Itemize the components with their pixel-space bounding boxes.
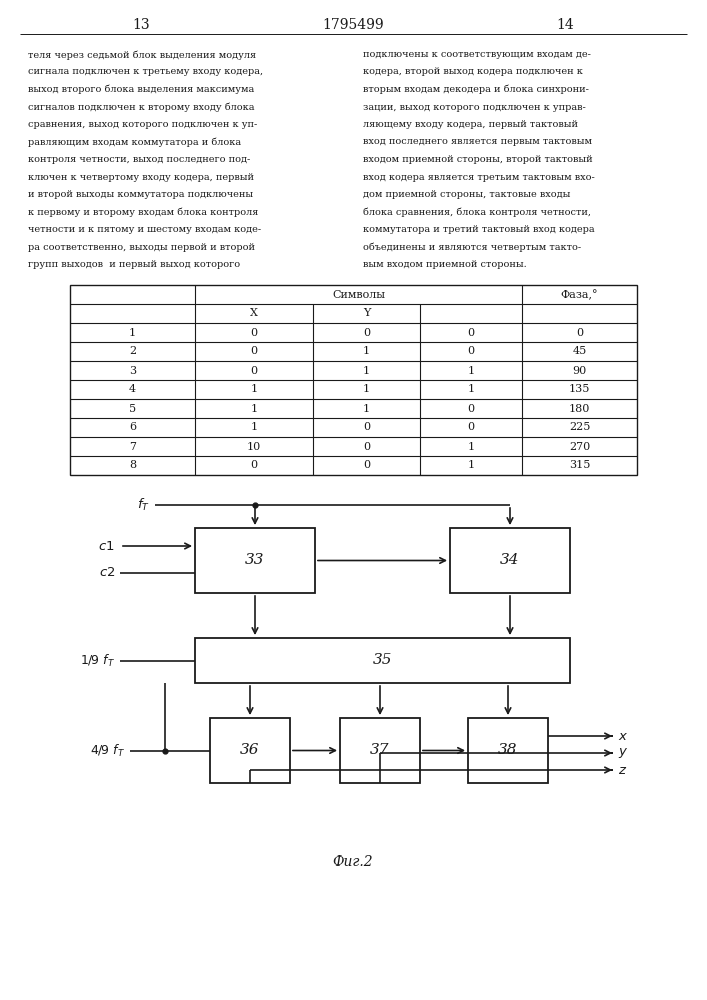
- Text: 1: 1: [250, 422, 257, 432]
- Text: 1: 1: [363, 384, 370, 394]
- Text: 33: 33: [245, 554, 264, 568]
- Text: ключен к четвертому входу кодера, первый: ключен к четвертому входу кодера, первый: [28, 172, 254, 182]
- Text: вым входом приемной стороны.: вым входом приемной стороны.: [363, 260, 527, 269]
- Text: групп выходов  и первый выход которого: групп выходов и первый выход которого: [28, 260, 240, 269]
- Text: 6: 6: [129, 422, 136, 432]
- Text: 1: 1: [467, 365, 474, 375]
- Text: 0: 0: [250, 347, 257, 357]
- Text: 45: 45: [573, 347, 587, 357]
- Text: вторым входам декодера и блока синхрони-: вторым входам декодера и блока синхрони-: [363, 85, 589, 95]
- Text: Символы: Символы: [332, 290, 385, 300]
- Text: ра соответственно, выходы первой и второй: ра соответственно, выходы первой и второ…: [28, 242, 255, 251]
- Text: зации, выход которого подключен к управ-: зации, выход которого подключен к управ-: [363, 103, 586, 111]
- Text: 0: 0: [250, 328, 257, 338]
- Text: $c2$: $c2$: [98, 566, 115, 580]
- Text: 3: 3: [129, 365, 136, 375]
- Bar: [195, 638, 570, 683]
- Text: контроля четности, выход последнего под-: контроля четности, выход последнего под-: [28, 155, 250, 164]
- Text: 1: 1: [363, 365, 370, 375]
- Text: 1: 1: [129, 328, 136, 338]
- Text: 0: 0: [250, 365, 257, 375]
- Text: 38: 38: [498, 744, 518, 758]
- Text: 1: 1: [467, 384, 474, 394]
- Text: 13: 13: [133, 18, 150, 32]
- Bar: [340, 718, 420, 783]
- Text: 7: 7: [129, 442, 136, 452]
- Text: $f_T$: $f_T$: [137, 497, 150, 513]
- Text: Фаза,°: Фаза,°: [561, 289, 598, 300]
- Text: 36: 36: [240, 744, 259, 758]
- Text: сравнения, выход которого подключен к уп-: сравнения, выход которого подключен к уп…: [28, 120, 257, 129]
- Bar: [468, 718, 548, 783]
- Text: 0: 0: [467, 328, 474, 338]
- Text: Фиг.2: Фиг.2: [333, 855, 373, 869]
- Text: $1/9\ f_T$: $1/9\ f_T$: [80, 652, 115, 669]
- Text: четности и к пятому и шестому входам коде-: четности и к пятому и шестому входам код…: [28, 225, 261, 234]
- Text: вход последнего является первым тактовым: вход последнего является первым тактовым: [363, 137, 592, 146]
- Text: 135: 135: [569, 384, 590, 394]
- Text: 0: 0: [363, 328, 370, 338]
- Text: 0: 0: [467, 347, 474, 357]
- Text: X: X: [250, 308, 258, 318]
- Text: сигналов подключен к второму входу блока: сигналов подключен к второму входу блока: [28, 103, 255, 112]
- Text: 1795499: 1795499: [322, 18, 385, 32]
- Text: равляющим входам коммутатора и блока: равляющим входам коммутатора и блока: [28, 137, 241, 147]
- Text: 90: 90: [573, 365, 587, 375]
- Text: 4: 4: [129, 384, 136, 394]
- Text: 14: 14: [556, 18, 575, 32]
- Text: 34: 34: [501, 554, 520, 568]
- Text: 0: 0: [363, 460, 370, 471]
- Text: 1: 1: [467, 460, 474, 471]
- Text: 1: 1: [250, 384, 257, 394]
- Text: дом приемной стороны, тактовые входы: дом приемной стороны, тактовые входы: [363, 190, 571, 199]
- Text: коммутатора и третий тактовый вход кодера: коммутатора и третий тактовый вход кодер…: [363, 225, 595, 234]
- Text: $y$: $y$: [618, 746, 629, 760]
- Text: 0: 0: [363, 422, 370, 432]
- Text: 1: 1: [467, 442, 474, 452]
- Text: 2: 2: [129, 347, 136, 357]
- Text: 0: 0: [467, 422, 474, 432]
- Text: кодера, второй выход кодера подключен к: кодера, второй выход кодера подключен к: [363, 68, 583, 77]
- Text: 225: 225: [569, 422, 590, 432]
- Text: 10: 10: [247, 442, 261, 452]
- Text: сигнала подключен к третьему входу кодера,: сигнала подключен к третьему входу кодер…: [28, 68, 263, 77]
- Text: $c1$: $c1$: [98, 540, 115, 552]
- Bar: [450, 528, 570, 593]
- Text: 315: 315: [569, 460, 590, 471]
- Text: 35: 35: [373, 654, 392, 668]
- Text: 270: 270: [569, 442, 590, 452]
- Text: входом приемной стороны, второй тактовый: входом приемной стороны, второй тактовый: [363, 155, 592, 164]
- Text: 5: 5: [129, 403, 136, 414]
- Text: 8: 8: [129, 460, 136, 471]
- Text: $4/9\ f_T$: $4/9\ f_T$: [90, 742, 125, 759]
- Text: $z$: $z$: [618, 764, 627, 776]
- Text: подключены к соответствующим входам де-: подключены к соответствующим входам де-: [363, 50, 591, 59]
- Text: 0: 0: [363, 442, 370, 452]
- Text: 0: 0: [250, 460, 257, 471]
- Text: 0: 0: [467, 403, 474, 414]
- Text: $x$: $x$: [618, 730, 629, 742]
- Text: блока сравнения, блока контроля четности,: блока сравнения, блока контроля четности…: [363, 208, 591, 217]
- Text: вход кодера является третьим тактовым вхо-: вход кодера является третьим тактовым вх…: [363, 172, 595, 182]
- Text: 37: 37: [370, 744, 390, 758]
- Bar: [210, 718, 290, 783]
- Bar: [195, 528, 315, 593]
- Text: 1: 1: [363, 347, 370, 357]
- Text: ляющему входу кодера, первый тактовый: ляющему входу кодера, первый тактовый: [363, 120, 578, 129]
- Text: 0: 0: [576, 328, 583, 338]
- Text: выход второго блока выделения максимума: выход второго блока выделения максимума: [28, 85, 255, 95]
- Bar: [70, 285, 637, 475]
- Text: и второй выходы коммутатора подключены: и второй выходы коммутатора подключены: [28, 190, 253, 199]
- Text: теля через седьмой блок выделения модуля: теля через седьмой блок выделения модуля: [28, 50, 256, 60]
- Text: 180: 180: [569, 403, 590, 414]
- Text: 1: 1: [250, 403, 257, 414]
- Text: к первому и второму входам блока контроля: к первому и второму входам блока контрол…: [28, 208, 258, 217]
- Text: Y: Y: [363, 308, 370, 318]
- Text: объединены и являются четвертым такто-: объединены и являются четвертым такто-: [363, 242, 581, 252]
- Text: 1: 1: [363, 403, 370, 414]
